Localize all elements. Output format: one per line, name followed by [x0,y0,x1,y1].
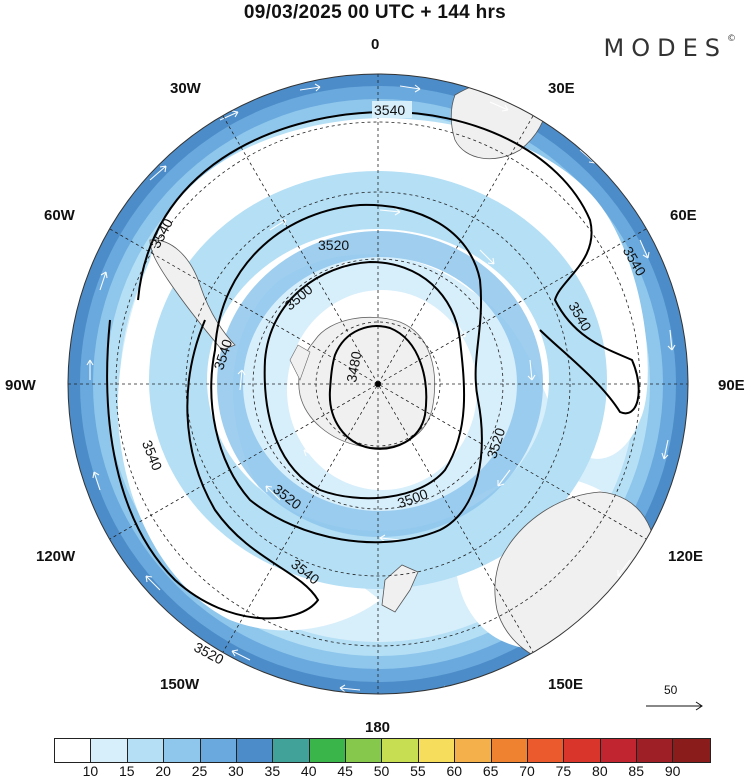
antarctic-peninsula-land [289,344,311,381]
colorbar-tick-label: 55 [410,763,426,779]
lon-label-120e: 120E [668,548,703,565]
contour-3540-west [106,319,320,620]
colorbar-swatch [55,739,92,762]
wind-arrows [86,83,676,693]
colorbar-tick-label: 60 [446,763,463,779]
contour-label: 3520 [318,237,349,253]
south-america-land [149,239,236,351]
new-zealand-land [381,564,419,613]
lon-label-0: 0 [371,36,379,53]
lon-label-90e: 90E [718,377,745,394]
lon-label-120w: 120W [36,548,76,565]
colorbar-swatch [127,739,165,762]
reference-vector-arrow [646,701,703,711]
colorbar-tick-label: 25 [191,763,208,779]
lon-label-60w: 60W [44,207,76,224]
brand-mark: © [727,34,736,44]
colorbar-tick-label: 70 [519,763,535,779]
colorbar-swatch [673,739,710,762]
colorbar-swatch [564,739,601,762]
colorbar-swatch [637,739,674,762]
meridians [68,74,688,694]
contour-label: 3540 [374,102,405,118]
colorbar-tick-label: 80 [592,763,608,779]
colorbar-swatch [491,739,528,762]
colorbar-swatch [236,739,274,762]
colorbar-tick-label: 50 [373,763,390,779]
contour-3520 [210,203,483,544]
colorbar-tick-label: 35 [264,763,281,779]
lon-label-180: 180 [365,719,390,736]
colorbar-tick-label: 30 [228,763,244,779]
map-border [67,73,689,695]
lon-label-60e: 60E [670,207,697,224]
lon-label-90w: 90W [5,377,37,394]
colorbar-swatch [455,739,492,762]
lon-label-30e: 30E [548,80,575,97]
colorbar-swatch [273,739,310,762]
contour-3480 [328,325,428,450]
colorbar-swatch [418,739,456,762]
lon-label-150w: 150W [160,676,200,693]
brand-logo: MODES© [604,34,736,62]
colorbar-tick-label: 15 [118,763,135,779]
colorbar-tick-label: 40 [300,763,317,779]
colorbar-swatch [346,739,383,762]
map-disk [68,74,688,694]
colorbar-swatch [164,739,201,762]
lon-label-150e: 150E [548,676,583,693]
colorbar-labels: 10 15 20 25 30 35 40 45 50 55 60 65 70 75 80 85 90 [54,763,709,781]
colorbar-swatch [309,739,346,762]
colorbar-tick-label: 75 [555,763,572,779]
longitude-labels: 0 30E 60E 90E 120E 150E 180 150W 120W 90… [5,36,745,736]
colorbar-tick-label: 45 [337,763,353,779]
contour-3500 [263,260,466,500]
reference-vector-label: 50 [664,683,678,697]
colorbar-tick-label: 20 [155,763,171,779]
colorbar-swatch [91,739,128,762]
colorbar-swatch [382,739,419,762]
colorbar-swatch [600,739,637,762]
south-pole-marker [375,381,381,387]
brand-name: MODES [603,34,727,62]
colorbar-swatch [527,739,565,762]
colorbar [54,738,711,763]
colorbar-tick-label: 65 [482,763,499,779]
colorbar-swatch [200,739,237,762]
contour-label: 3480 [343,350,364,384]
map-title: 09/03/2025 00 UTC + 144 hrs [243,2,507,23]
colorbar-tick-label: 90 [664,763,681,779]
lon-label-30w: 30W [170,80,202,97]
colorbar-tick-label: 10 [82,763,99,779]
contour-3540-north [137,110,640,415]
colorbar-tick-label: 85 [628,763,645,779]
